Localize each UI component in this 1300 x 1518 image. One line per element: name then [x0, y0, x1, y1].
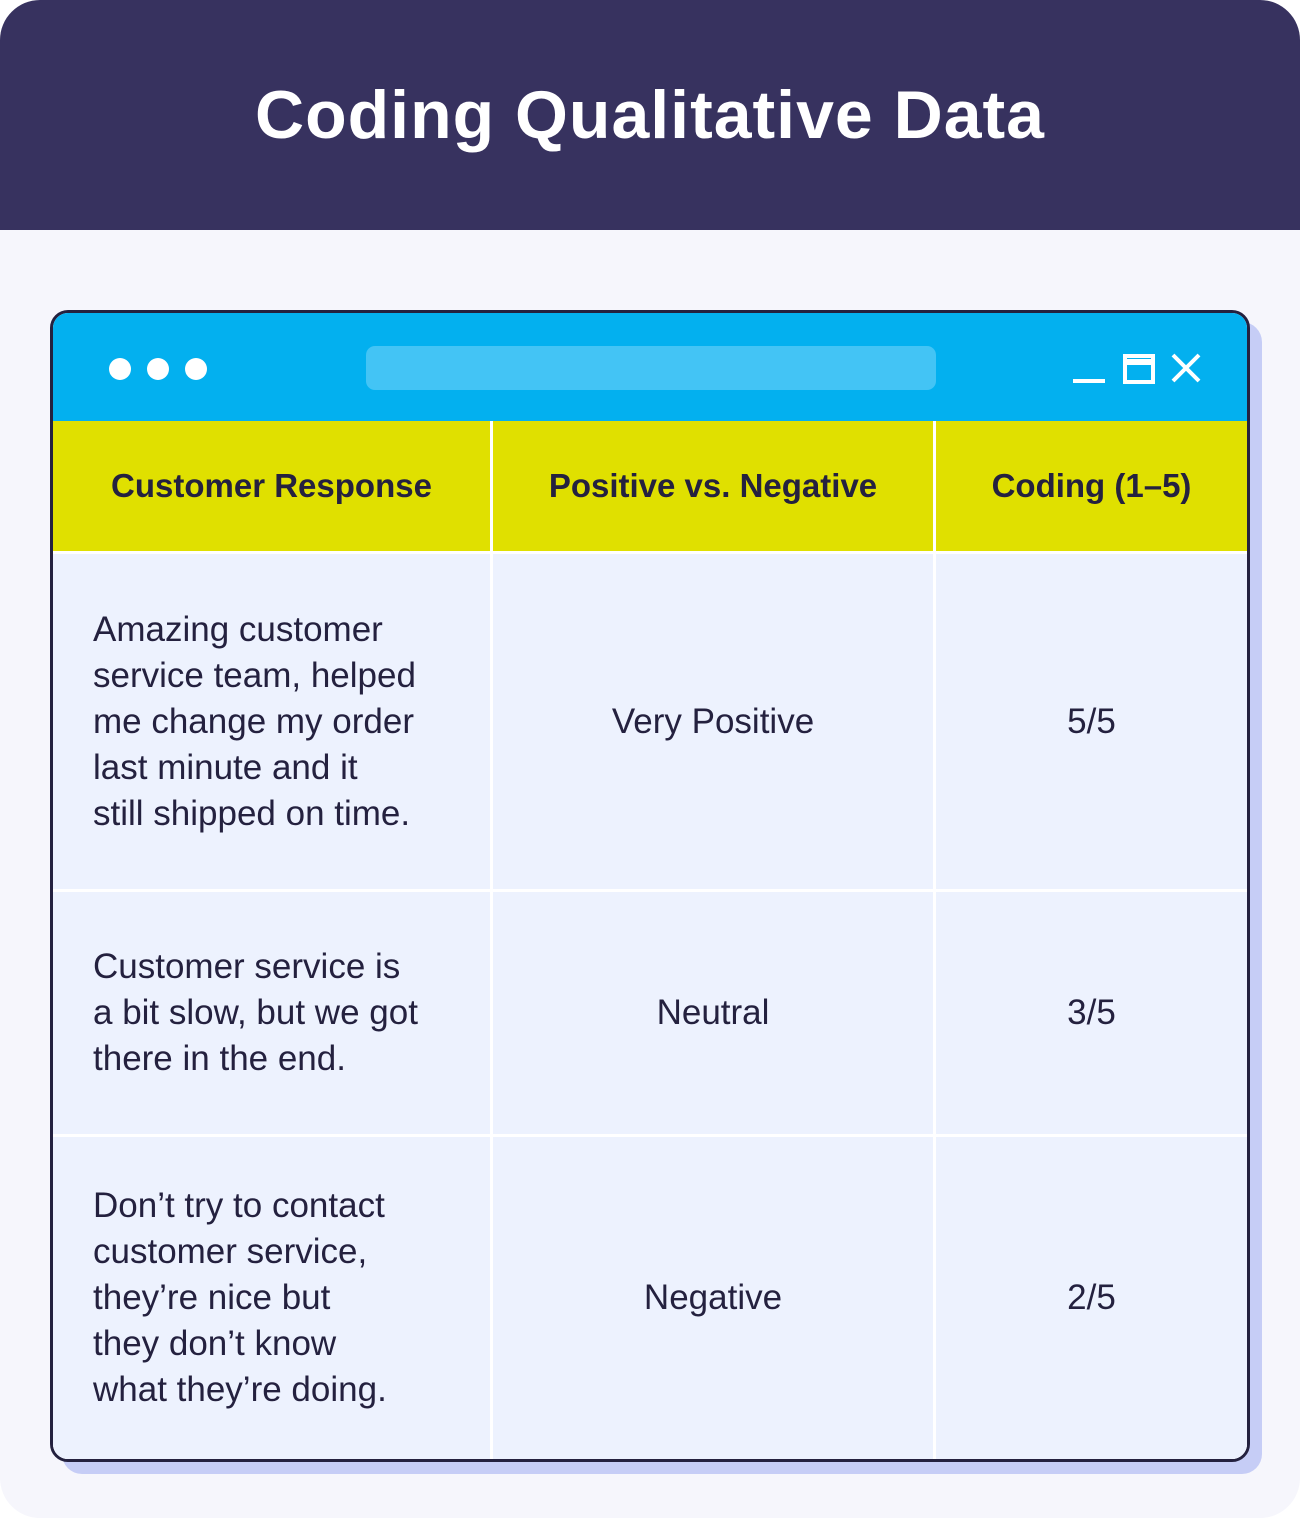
table: Customer Response Positive vs. Negative Co… [53, 421, 1247, 1459]
text-line: they’re nice but [93, 1278, 331, 1317]
address-bar [366, 346, 936, 390]
text-line: still shipped on time. [93, 793, 411, 833]
text-line: me change my order [93, 701, 414, 741]
dot [147, 358, 169, 380]
text-line: Amazing customer [93, 609, 383, 649]
text-line: service team, helped [93, 655, 416, 695]
dot [109, 358, 131, 380]
title-bar [53, 313, 1247, 421]
response-cell: Don’t try to contact customer service, the… [53, 1137, 490, 1459]
dot [185, 358, 207, 380]
response-text: Don’t try to contact customer service, the… [93, 1183, 387, 1413]
text-line: what they’re doing. [93, 1370, 387, 1409]
text-line: Don’t try to contact [93, 1186, 385, 1225]
window: Customer Response Positive vs. Negative Co… [50, 310, 1250, 1462]
response-text: Amazing customer service team, helped me c… [93, 607, 416, 837]
text-line: a bit slow, but we got [93, 993, 418, 1032]
maximize-icon[interactable] [1123, 354, 1155, 384]
column-header: Coding (1–5) [936, 421, 1247, 551]
code-cell: 3/5 [936, 892, 1247, 1134]
response-cell: Amazing customer service team, helped me c… [53, 554, 490, 889]
column-header: Customer Response [53, 421, 490, 551]
code-cell: 2/5 [936, 1137, 1247, 1459]
close-icon[interactable] [1171, 353, 1201, 383]
sentiment-cell: Very Positive [493, 554, 933, 889]
header-banner: Coding Qualitative Data [0, 0, 1300, 230]
title: Coding Qualitative Data [255, 77, 1045, 153]
text-line: there in the end. [93, 1039, 346, 1078]
text-line: Customer service is [93, 947, 401, 986]
code-cell: 5/5 [936, 554, 1247, 889]
sentiment-cell: Neutral [493, 892, 933, 1134]
sentiment-cell: Negative [493, 1137, 933, 1459]
text-line: they don’t know [93, 1324, 337, 1363]
response-cell: Customer service is a bit slow, but we go… [53, 892, 490, 1134]
text-line: customer service, [93, 1232, 368, 1271]
title-bar-icons [109, 346, 1201, 390]
text-line: last minute and it [93, 747, 358, 787]
column-header: Positive vs. Negative [493, 421, 933, 551]
response-text: Customer service is a bit slow, but we go… [93, 944, 418, 1082]
